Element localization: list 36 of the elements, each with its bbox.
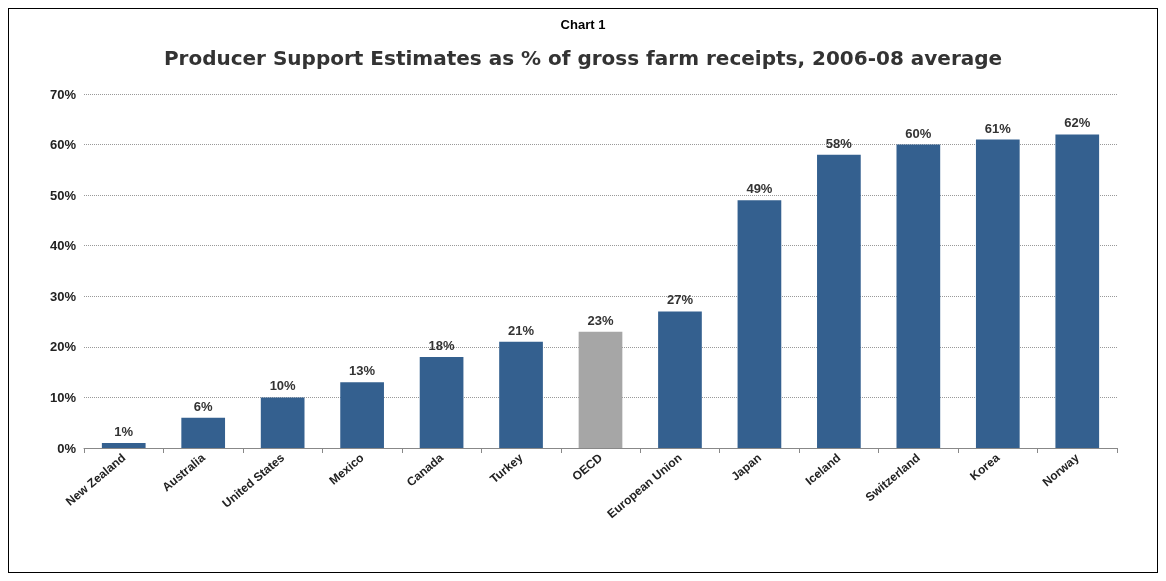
bar xyxy=(181,417,226,448)
bar xyxy=(340,382,384,448)
data-label: 6% xyxy=(193,398,214,414)
y-tick-label: 40% xyxy=(49,238,77,254)
y-tick-label: 70% xyxy=(49,86,77,102)
data-label: 27% xyxy=(666,292,694,308)
bar xyxy=(499,341,543,448)
bar xyxy=(260,397,305,448)
data-label: 13% xyxy=(349,363,376,379)
data-label: 18% xyxy=(428,337,456,353)
data-label: 21% xyxy=(508,322,535,338)
chart-subtitle: Producer Support Estimates as % of gross farm receipts, 2006-08 average xyxy=(163,46,1003,70)
bar xyxy=(658,311,702,448)
data-label: 49% xyxy=(746,181,773,197)
chart-title: Chart 1 xyxy=(560,17,606,32)
data-label: 1% xyxy=(114,423,134,439)
bar xyxy=(817,154,861,448)
data-label: 61% xyxy=(984,120,1012,136)
bar xyxy=(1055,134,1100,448)
bar xyxy=(578,331,623,448)
data-label: 62% xyxy=(1064,115,1091,131)
bar xyxy=(896,144,941,448)
bar xyxy=(975,139,1020,448)
y-tick-label: 60% xyxy=(49,137,77,153)
data-label: 10% xyxy=(269,378,297,394)
y-tick-label: 10% xyxy=(49,389,77,405)
bar xyxy=(419,356,464,448)
data-label: 58% xyxy=(825,135,853,151)
y-tick-label: 50% xyxy=(49,187,77,203)
y-tick-label: 20% xyxy=(49,339,77,355)
data-label: 60% xyxy=(905,125,932,141)
y-tick-label: 0% xyxy=(57,440,77,456)
data-label: 23% xyxy=(587,312,614,328)
y-tick-label: 30% xyxy=(49,288,77,304)
bar xyxy=(101,442,146,448)
bar xyxy=(737,200,782,448)
